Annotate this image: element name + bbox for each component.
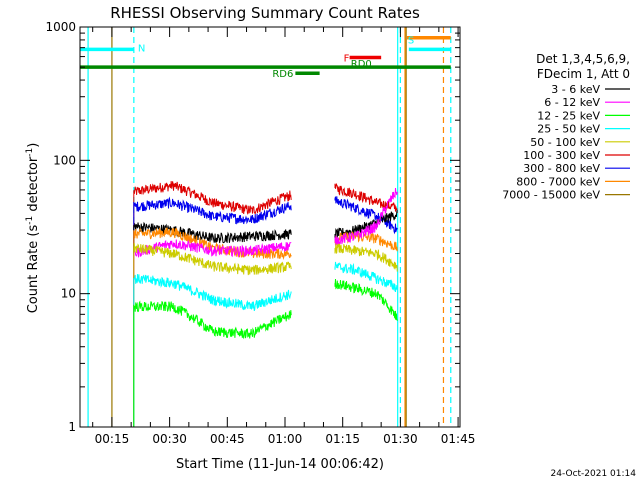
y-axis-label-main: Count Rate (s xyxy=(26,225,41,314)
y-tick-label-0: 1 xyxy=(68,420,76,434)
y-axis-label-sup2: -1 xyxy=(25,148,35,157)
series-line-7 xyxy=(133,278,398,427)
series-line-6 xyxy=(133,261,398,427)
x-axis-label: Start Time (11-Jun-14 00:06:42) xyxy=(176,457,384,472)
flag-label-5: RD6 xyxy=(272,69,293,80)
x-tick-label-0: 00:15 xyxy=(95,432,130,446)
x-tick-label-4: 01:15 xyxy=(325,432,360,446)
legend-entry-label-5: 100 - 300 keV xyxy=(523,149,600,162)
y-axis-label-end: ) xyxy=(26,143,41,148)
legend-entry-label-4: 50 - 100 keV xyxy=(530,136,600,149)
y-axis-label-sup1: -1 xyxy=(25,216,35,225)
flag-label-0: N xyxy=(138,43,145,54)
flag-label-1: S xyxy=(408,35,414,46)
x-tick-label-6: 01:45 xyxy=(441,432,476,446)
series-line-5 xyxy=(133,243,398,427)
plot-frame xyxy=(79,26,461,428)
series-line-0 xyxy=(133,181,398,427)
y-tick-label-2: 100 xyxy=(53,153,76,167)
flag-label-4: RD0 xyxy=(351,59,372,70)
legend-entry-label-6: 300 - 800 keV xyxy=(523,162,600,175)
legend-entry-label-2: 12 - 25 keV xyxy=(537,109,600,122)
y-tick-label-1: 10 xyxy=(61,287,76,301)
y-axis-label-mid: detector xyxy=(26,156,41,216)
legend-header-1: Det 1,3,4,5,6,9, xyxy=(536,52,630,66)
chart-title: RHESSI Observing Summary Count Rates xyxy=(110,4,420,22)
legend: Det 1,3,4,5,6,9, FDecim 1, Att 0 3 - 6 k… xyxy=(502,52,630,202)
legend-entry-label-8: 7000 - 15000 keV xyxy=(502,189,600,202)
y-axis-label: Count Rate (s-1 detector-1) xyxy=(25,143,41,314)
x-tick-label-3: 01:00 xyxy=(268,432,303,446)
legend-header-2: FDecim 1, Att 0 xyxy=(537,67,630,81)
series-line-1 xyxy=(133,196,398,427)
axes: 1 10 100 1000 00:15 00:30 00:45 01:00 01:15 01:30… xyxy=(45,20,475,446)
x-tick-label-5: 01:30 xyxy=(383,432,418,446)
legend-entry-label-7: 800 - 7000 keV xyxy=(516,175,600,188)
legend-entry-label-0: 3 - 6 keV xyxy=(551,83,600,96)
flag-label-3: F xyxy=(344,54,350,65)
footer-timestamp: 24-Oct-2021 01:14 xyxy=(551,469,637,479)
y-tick-label-3: 1000 xyxy=(45,20,76,34)
legend-entry-label-1: 6 - 12 keV xyxy=(544,96,600,109)
x-tick-label-2: 00:45 xyxy=(210,432,245,446)
x-tick-label-1: 00:30 xyxy=(152,432,187,446)
legend-entry-label-3: 25 - 50 keV xyxy=(537,123,600,136)
series-line-4 xyxy=(133,187,398,427)
